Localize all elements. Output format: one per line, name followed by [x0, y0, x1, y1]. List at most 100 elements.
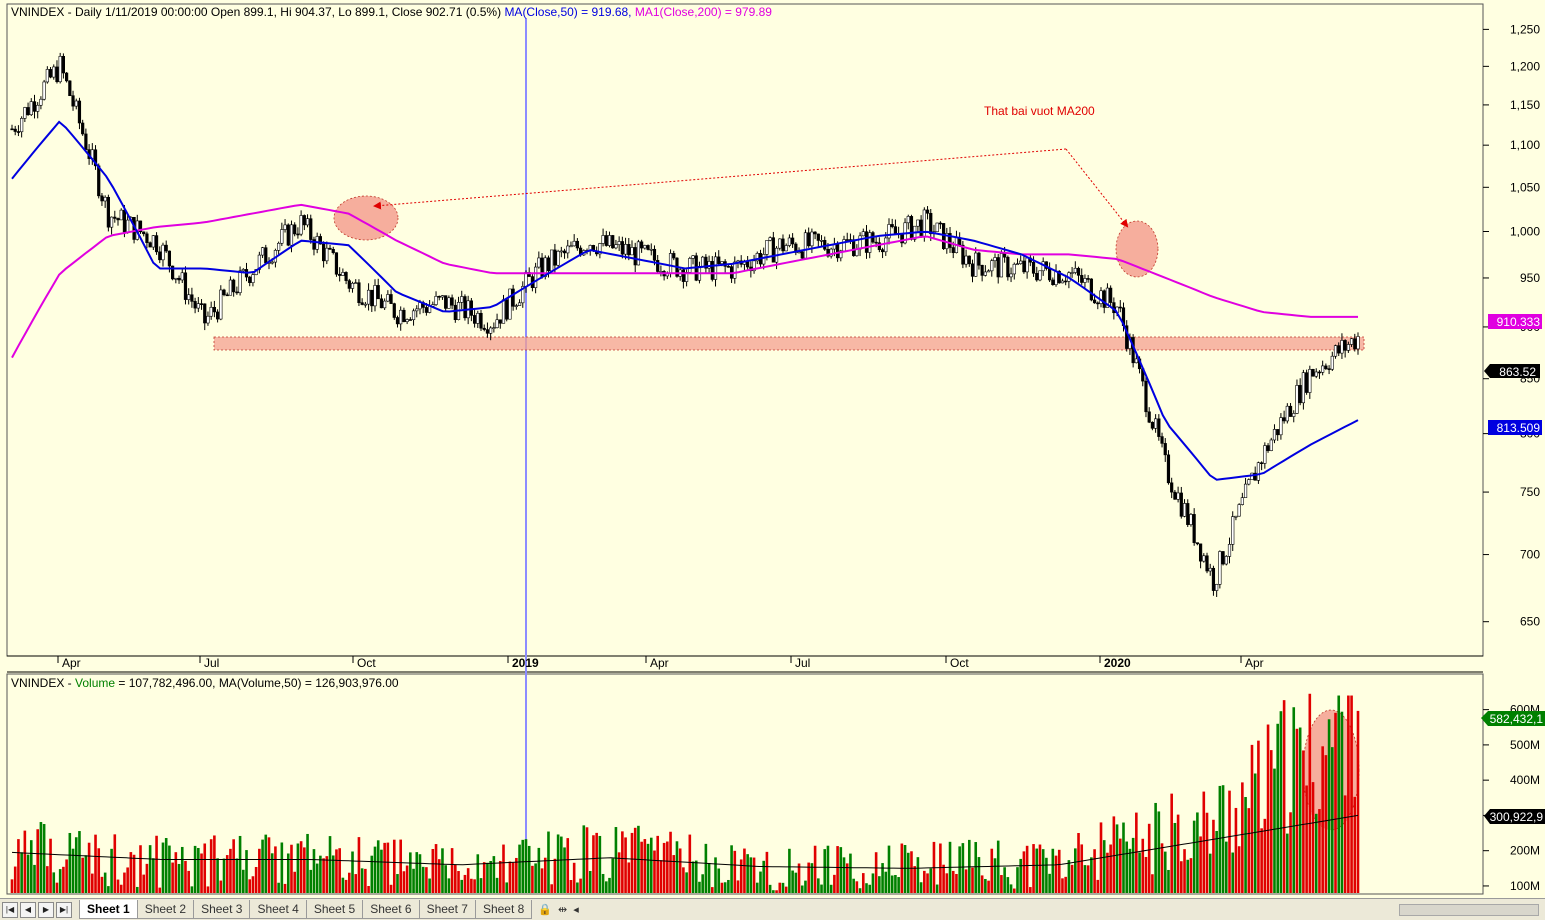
price-tick-label: 700: [1520, 548, 1540, 562]
candle-body: [270, 261, 274, 264]
tab-sheet-3[interactable]: Sheet 3: [193, 900, 251, 919]
volume-bar: [344, 879, 348, 893]
candle-body: [1031, 261, 1036, 274]
volume-bar: [765, 851, 769, 893]
candle-body: [103, 196, 107, 202]
candle-body: [482, 327, 486, 330]
volume-bar: [762, 860, 766, 893]
candle-body: [395, 317, 400, 325]
candle-body: [550, 249, 554, 272]
volume-bar: [804, 880, 807, 893]
volume-bar: [1115, 824, 1119, 893]
volume-bar: [360, 868, 364, 893]
tab-sheet-1[interactable]: Sheet 1: [79, 900, 138, 919]
candle-body: [277, 242, 281, 251]
candle-body: [1198, 543, 1203, 562]
candle-body: [938, 222, 942, 225]
candle-body: [1080, 275, 1084, 283]
candle-body: [148, 242, 152, 248]
volume-bar: [142, 874, 146, 893]
volume-bar: [836, 846, 839, 893]
price-axis: 1,2501,2001,1501,1001,0501,0009509008508…: [1483, 22, 1540, 629]
tab-sheet-7[interactable]: Sheet 7: [418, 900, 476, 919]
volume-bar: [1090, 857, 1093, 893]
candle-body: [1349, 338, 1354, 345]
volume-bar: [730, 845, 733, 893]
volume-bar: [955, 873, 958, 893]
volume-bar: [878, 876, 881, 893]
candle-body: [803, 232, 808, 259]
volume-bar: [457, 871, 460, 893]
first-sheet-button[interactable]: |◀: [2, 901, 18, 918]
candle-body: [145, 233, 149, 243]
volume-bar: [858, 888, 862, 893]
volume-bar: [707, 862, 711, 893]
candle-body: [109, 216, 114, 228]
candle-body: [517, 302, 522, 306]
volume-bar: [219, 880, 223, 893]
volume-ma-badge: 300,922,9: [1484, 809, 1545, 824]
candle-body: [720, 261, 724, 264]
candle-body: [611, 235, 615, 249]
volume-bar: [1347, 695, 1350, 893]
volume-bar: [415, 852, 419, 893]
volume-bar: [58, 869, 62, 893]
volume-bar: [338, 848, 341, 893]
candle-body: [835, 244, 840, 259]
svg-text:863.52: 863.52: [1499, 365, 1536, 379]
volume-bar: [1048, 873, 1051, 893]
price-tick-label: 1,000: [1510, 224, 1540, 238]
next-sheet-button[interactable]: ▶: [38, 901, 54, 918]
horizontal-scrollbar[interactable]: [1399, 903, 1539, 916]
last-sheet-button[interactable]: ▶|: [56, 901, 72, 918]
volume-bar: [1074, 848, 1077, 893]
lock-icon[interactable]: 🔒: [538, 904, 553, 916]
scroll-left-icon[interactable]: ◂: [573, 904, 579, 916]
candle-body: [366, 289, 371, 305]
volume-bar: [376, 840, 380, 893]
volume-bar: [502, 844, 505, 893]
scroll-sync-icon[interactable]: ⇹: [558, 904, 568, 916]
volume-bar: [148, 845, 152, 893]
tab-sheet-6[interactable]: Sheet 6: [362, 900, 420, 919]
candle-body: [1211, 567, 1216, 591]
prev-sheet-button[interactable]: ◀: [20, 901, 36, 918]
volume-bar: [20, 852, 23, 893]
candle-body: [999, 253, 1004, 278]
tab-sheet-8[interactable]: Sheet 8: [474, 900, 533, 919]
volume-bar: [229, 848, 232, 893]
tab-sheet-2[interactable]: Sheet 2: [136, 900, 195, 919]
volume-bar: [524, 839, 528, 893]
candle-body: [514, 305, 518, 307]
volume-bar: [383, 842, 386, 893]
volume-bar: [897, 877, 900, 893]
volume-bar: [498, 860, 502, 893]
volume-bar: [1308, 693, 1312, 893]
volume-bar: [52, 872, 56, 893]
volume-bar: [1112, 816, 1116, 893]
price-tick-label: 1,200: [1510, 59, 1540, 73]
volume-bar: [319, 855, 322, 893]
volume-bar: [261, 839, 264, 893]
candle-body: [52, 66, 56, 78]
volume-bar: [84, 855, 88, 893]
candle-body: [106, 196, 110, 228]
tab-sheet-5[interactable]: Sheet 5: [305, 900, 364, 919]
candle-body: [726, 266, 730, 268]
candle-body: [1337, 345, 1341, 354]
volume-bar: [10, 879, 14, 893]
candle-body: [604, 235, 608, 246]
volume-bar: [283, 883, 287, 893]
volume-bar: [688, 834, 692, 893]
candle-body: [1176, 492, 1180, 500]
volume-bar: [1295, 728, 1299, 893]
candle-body: [289, 224, 294, 246]
volume-bar: [42, 824, 46, 893]
volume-bar: [479, 878, 483, 893]
volume-bar: [158, 887, 162, 893]
x-axis-label: Jul: [204, 656, 219, 670]
tab-sheet-4[interactable]: Sheet 4: [249, 900, 307, 919]
candle-body: [1308, 369, 1312, 393]
candle-body: [408, 319, 412, 321]
candle-body: [1134, 358, 1138, 364]
